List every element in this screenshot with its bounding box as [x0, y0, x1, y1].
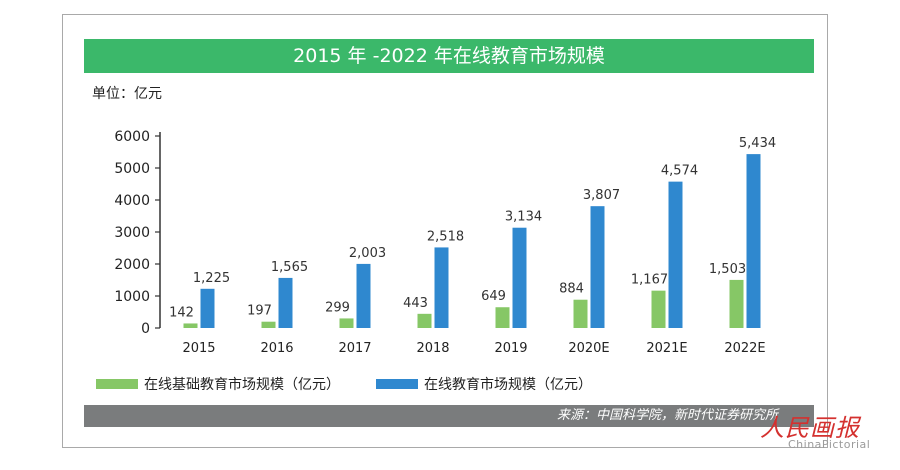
y-tick-label: 1000	[114, 289, 150, 305]
bar-total	[590, 206, 605, 328]
legend-item-basic: 在线基础教育市场规模（亿元）	[96, 373, 340, 395]
y-tick-label: 4000	[114, 193, 150, 209]
y-tick-label: 0	[141, 321, 150, 337]
bar-basic	[729, 279, 744, 328]
x-tick-label: 2022E	[724, 341, 765, 356]
bar-total	[512, 227, 527, 328]
data-label-basic: 649	[481, 289, 506, 304]
x-tick-label: 2021E	[646, 341, 687, 356]
bar-basic	[261, 321, 276, 328]
data-label-basic: 142	[169, 305, 194, 320]
legend-swatch-green	[96, 379, 138, 389]
watermark-text: 人民画报	[760, 414, 860, 442]
legend-swatch-blue	[376, 379, 418, 389]
source-bar: 来源：中国科学院，新时代证券研究所	[84, 405, 814, 427]
bar-total	[668, 181, 683, 328]
bar-basic	[183, 323, 198, 328]
x-tick-label: 2018	[416, 341, 449, 356]
bar-chart: 0 1000 2000 3000 4000 5000 6000 142 1,225 2015 197…	[114, 129, 776, 356]
x-tick-label: 2019	[494, 341, 527, 356]
data-label-basic: 197	[247, 304, 272, 319]
x-tick-label: 2015	[182, 341, 215, 356]
data-label-basic: 1,503	[709, 262, 746, 277]
bar-total	[278, 277, 293, 328]
data-label-total: 2,003	[349, 246, 386, 261]
data-label-total: 3,134	[505, 210, 542, 225]
bar-basic	[417, 313, 432, 328]
bar-basic	[339, 318, 354, 328]
legend-label-total: 在线教育市场规模（亿元）	[424, 377, 592, 393]
data-label-total: 1,225	[193, 271, 230, 286]
data-label-total: 2,518	[427, 229, 464, 244]
legend-item-total: 在线教育市场规模（亿元）	[376, 373, 592, 395]
bar-basic	[495, 307, 510, 328]
watermark-subtext: ChinaPictorial	[788, 438, 871, 451]
unit-label: 单位：亿元	[92, 86, 162, 102]
chart-title: 2015 年 -2022 年在线教育市场规模	[84, 39, 814, 73]
bar-total	[434, 247, 449, 328]
chart-frame	[62, 14, 828, 448]
bar-total	[746, 154, 761, 328]
data-label-total: 5,434	[739, 136, 776, 151]
x-tick-label: 2020E	[568, 341, 609, 356]
y-tick-label: 6000	[114, 129, 150, 145]
x-tick-label: 2016	[260, 341, 293, 356]
watermark-logo: 人民画报 ChinaPictorial	[742, 408, 892, 464]
data-label-basic: 1,167	[631, 273, 668, 288]
y-tick-label: 5000	[114, 161, 150, 177]
data-label-basic: 299	[325, 300, 350, 315]
data-label-basic: 884	[559, 282, 584, 297]
x-tick-label: 2017	[338, 341, 371, 356]
bar-total	[200, 288, 215, 328]
data-label-total: 1,565	[271, 260, 308, 275]
data-label-total: 4,574	[661, 164, 698, 179]
bar-basic	[651, 290, 666, 328]
y-tick-label: 3000	[114, 225, 150, 241]
data-label-total: 3,807	[583, 188, 620, 203]
data-label-basic: 443	[403, 296, 428, 311]
legend: 在线基础教育市场规模（亿元） 在线教育市场规模（亿元）	[96, 373, 696, 395]
source-text: 来源：中国科学院，新时代证券研究所	[556, 408, 778, 423]
y-tick-label: 2000	[114, 257, 150, 273]
legend-label-basic: 在线基础教育市场规模（亿元）	[144, 377, 340, 393]
bar-basic	[573, 299, 588, 328]
bar-total	[356, 263, 371, 328]
